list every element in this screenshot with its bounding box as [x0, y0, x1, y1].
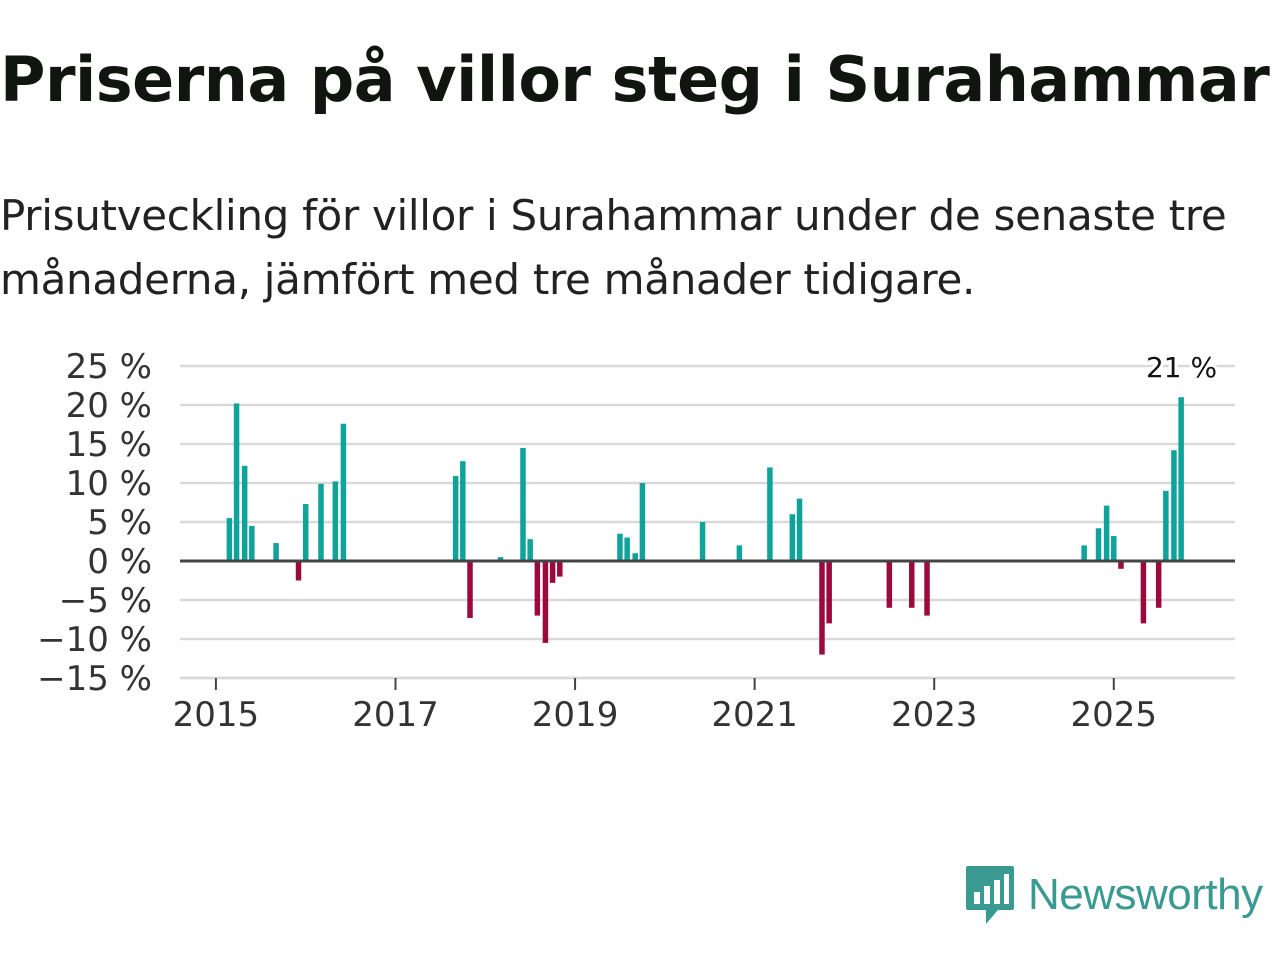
- bar: [332, 481, 339, 561]
- bar: [452, 475, 459, 561]
- bar: [497, 557, 504, 561]
- chart-subtitle: Prisutveckling för villor i Surahammar u…: [0, 191, 1227, 304]
- bar: [1163, 490, 1169, 561]
- bar: [467, 561, 473, 618]
- bar: [826, 561, 832, 624]
- gridlines: [180, 364, 1235, 680]
- bar: [819, 561, 825, 655]
- bar: [1178, 397, 1184, 561]
- bar: [624, 537, 630, 561]
- bar: [617, 533, 623, 561]
- bar-chart: 25 %20 %15 %10 %5 %0 %−5 %−10 %−15 % 2015…: [37, 347, 1235, 735]
- bar: [241, 465, 248, 561]
- bar: [226, 518, 233, 561]
- x-tick-label: 2017: [352, 695, 439, 735]
- bar: [886, 561, 893, 608]
- bar-value-label: 21 %: [1146, 351, 1217, 384]
- y-tick-label: 25 %: [66, 347, 152, 387]
- bar: [632, 553, 638, 561]
- bar: [1103, 505, 1110, 561]
- y-tick-label: −10 %: [37, 620, 152, 660]
- bar: [527, 539, 533, 561]
- y-tick-label: 5 %: [87, 503, 152, 543]
- bar: [639, 483, 646, 561]
- bar: [1111, 536, 1117, 561]
- x-tick-label: 2021: [711, 695, 798, 735]
- labels: 25 %20 %15 %10 %5 %0 %−5 %−10 %−15 % 2015…: [37, 347, 1220, 735]
- bar: [1095, 528, 1102, 561]
- y-tick-label: 0 %: [87, 542, 152, 582]
- bar: [909, 561, 915, 608]
- bar: [796, 498, 803, 561]
- x-tick-label: 2023: [891, 695, 978, 735]
- bar: [924, 561, 930, 616]
- bar: [273, 543, 279, 561]
- bar: [736, 545, 743, 561]
- bar: [1155, 561, 1162, 608]
- bar: [549, 561, 556, 583]
- bar: [767, 467, 773, 561]
- bar: [1081, 545, 1087, 561]
- chart-title: Priserna på villor steg i Surahammar: [0, 43, 1270, 116]
- newsworthy-logo-icon: [966, 866, 1014, 924]
- bar: [460, 461, 466, 561]
- bar: [249, 525, 255, 561]
- axes: [180, 559, 1235, 690]
- bar: [789, 514, 796, 561]
- bar: [542, 561, 549, 643]
- bar: [534, 561, 541, 616]
- bar: [1171, 450, 1177, 561]
- y-tick-label: 20 %: [66, 386, 152, 426]
- bar: [302, 504, 309, 561]
- x-tick-label: 2025: [1071, 695, 1158, 735]
- y-tick-label: −5 %: [59, 581, 152, 621]
- y-tick-label: −15 %: [37, 659, 152, 699]
- bar: [233, 403, 240, 561]
- brand-logo: Newsworthy: [964, 864, 1263, 926]
- y-tick-label: 15 %: [66, 425, 152, 465]
- bar: [557, 561, 563, 577]
- bar: [318, 483, 324, 561]
- brand-name: Newsworthy: [1028, 870, 1263, 919]
- bars: [226, 397, 1184, 655]
- x-tick-label: 2019: [532, 695, 619, 735]
- bar: [295, 561, 302, 581]
- bar: [340, 423, 347, 561]
- bar: [1118, 561, 1124, 569]
- bar: [1140, 561, 1147, 624]
- y-tick-label: 10 %: [66, 464, 152, 504]
- bar: [520, 447, 526, 561]
- bar: [699, 522, 706, 561]
- x-tick-label: 2015: [173, 695, 260, 735]
